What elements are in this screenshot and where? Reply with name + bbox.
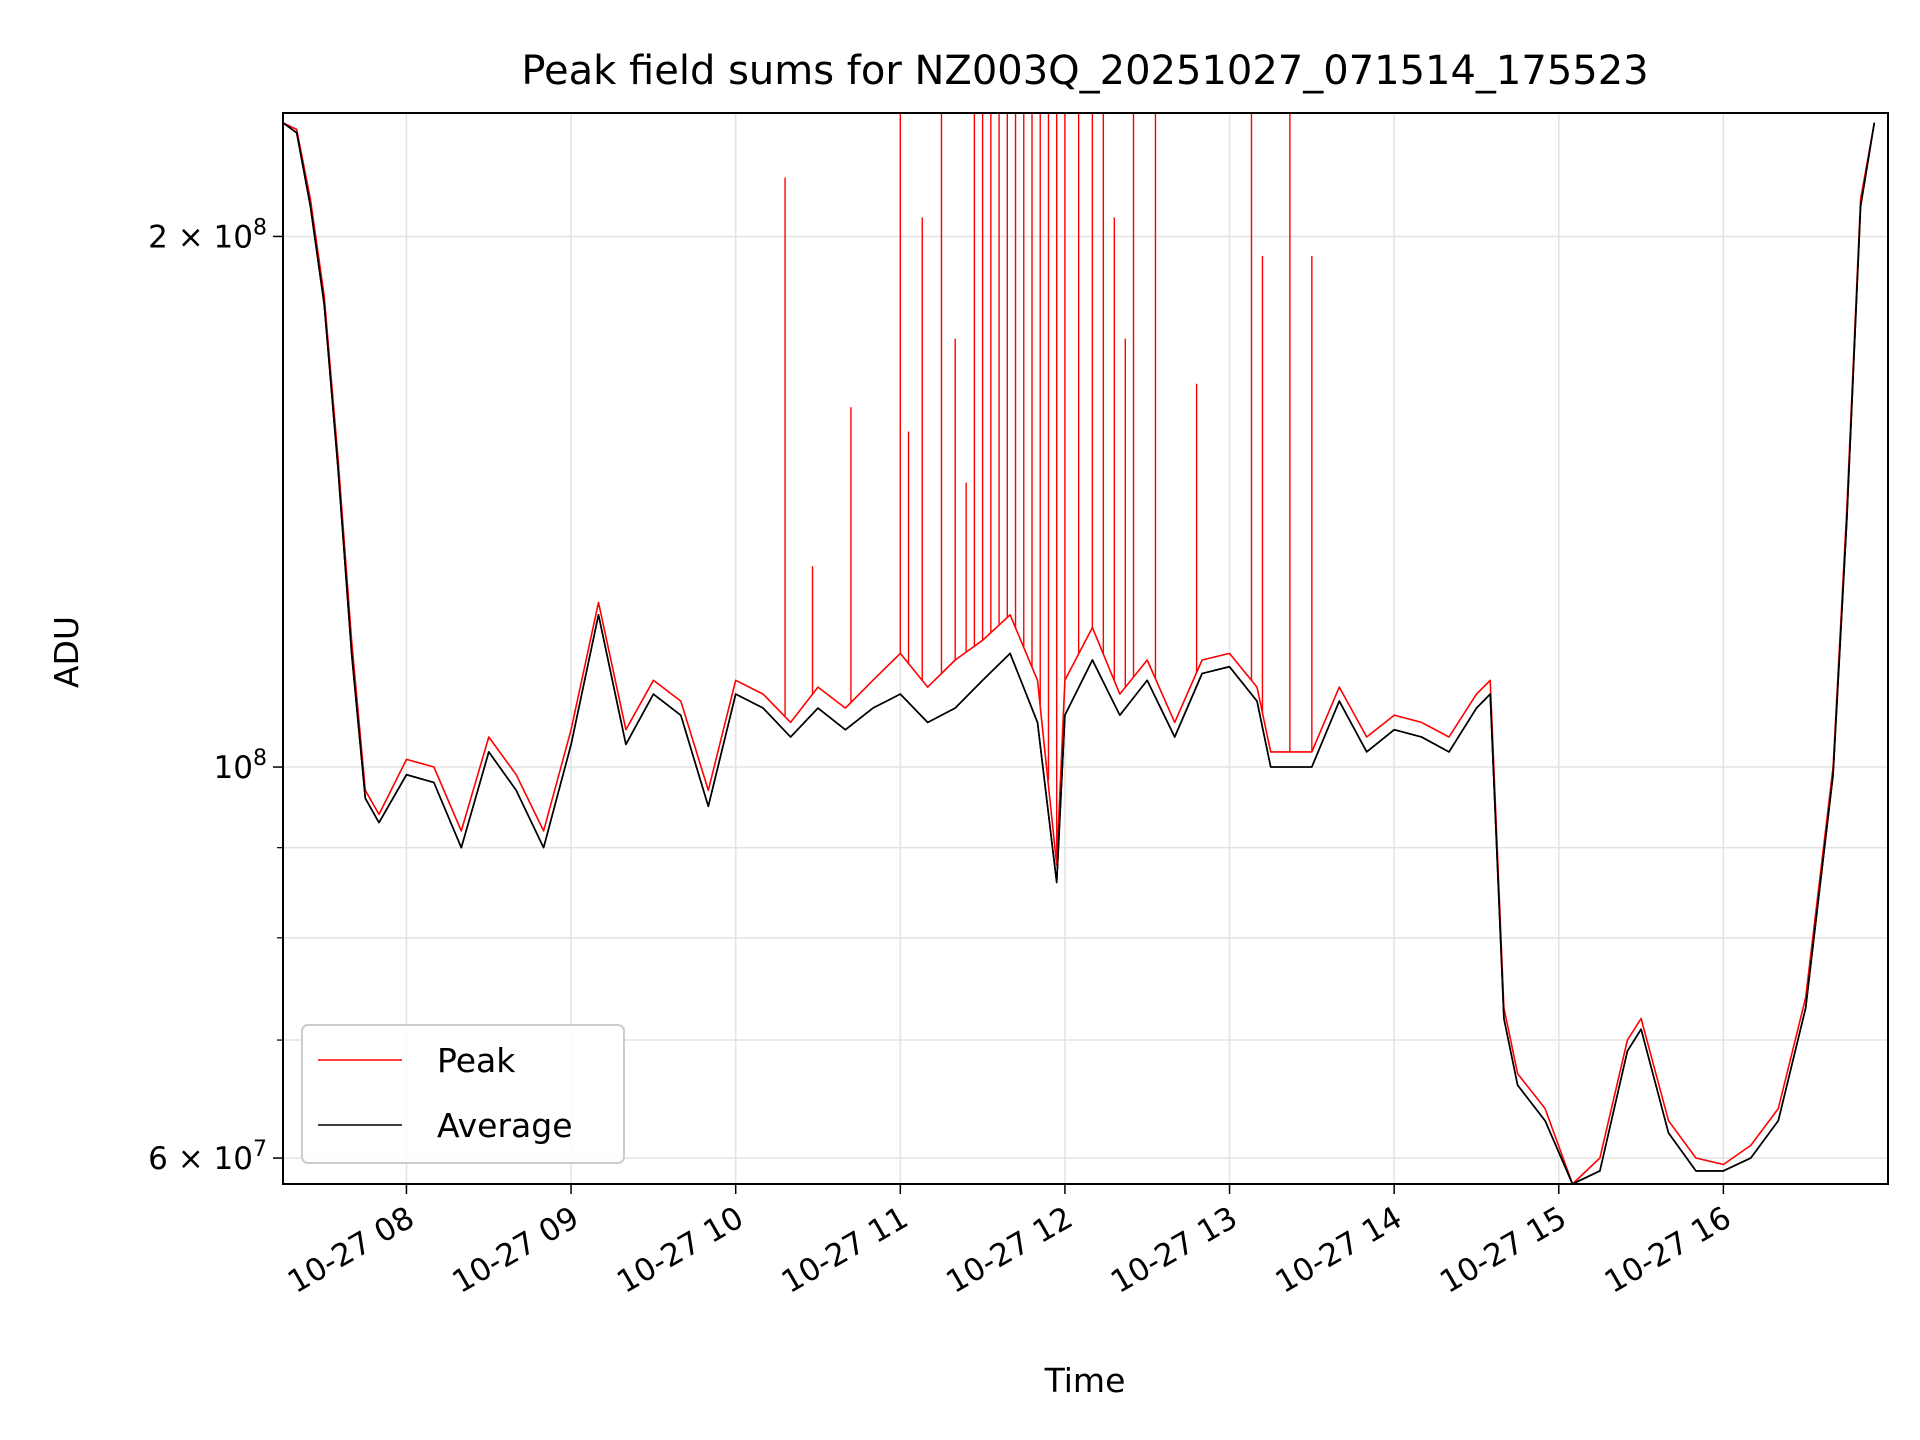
series-line-peak — [282, 122, 1876, 1185]
y-tick-label: 108 — [214, 746, 267, 786]
series-line-average-overlay — [282, 122, 1876, 1185]
y-axis-label: ADU — [47, 616, 86, 688]
plot-frame — [282, 112, 1889, 1185]
y-tick-label: 2 × 108 — [148, 215, 267, 255]
chart-title: Peak field sums for NZ003Q_20251027_0715… — [521, 48, 1648, 94]
legend-label-average: Average — [437, 1106, 573, 1145]
legend: Peak Average — [301, 1024, 625, 1164]
x-axis-label: Time — [1044, 1361, 1126, 1400]
legend-label-peak: Peak — [437, 1041, 516, 1080]
series-layer — [282, 113, 1876, 1185]
y-tick-label: 6 × 107 — [148, 1137, 267, 1177]
